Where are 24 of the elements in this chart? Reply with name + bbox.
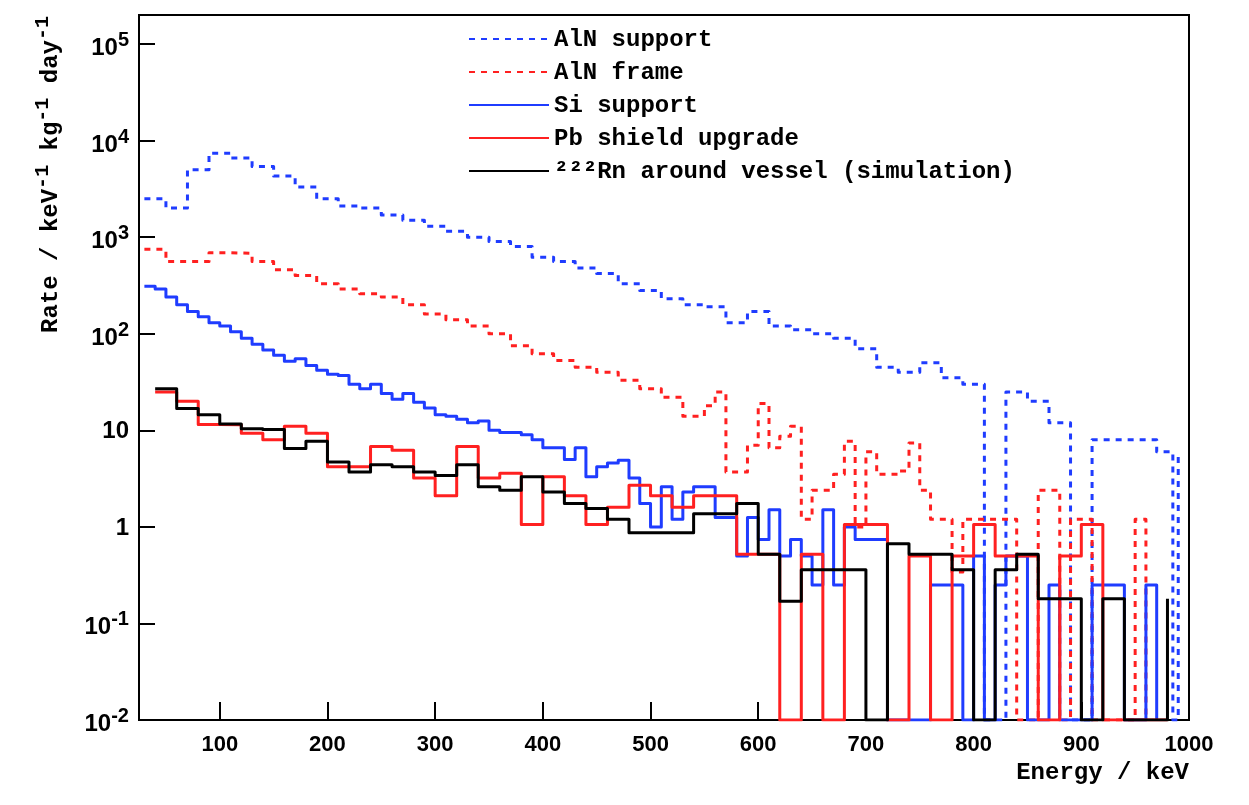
legend-label: Pb shield upgrade bbox=[554, 124, 799, 152]
y-tick-label: 10$^{3}$ bbox=[91, 221, 129, 254]
legend-label: ²²²Rn around vessel (simulation) bbox=[554, 157, 1015, 185]
y-tick-label: 10$^{-1}$ bbox=[84, 607, 129, 640]
x-tick-label: 400 bbox=[524, 730, 562, 756]
y-tick-label: 10$^{5}$ bbox=[91, 28, 129, 61]
x-tick-label: 700 bbox=[847, 730, 885, 756]
legend-label: AlN support bbox=[554, 25, 713, 53]
x-axis-title: Energy / keV bbox=[1016, 758, 1190, 786]
x-tick-label: 1000 bbox=[1164, 730, 1214, 756]
y-tick-label: 10$^{2}$ bbox=[91, 317, 129, 350]
x-tick-label: 500 bbox=[632, 730, 669, 756]
legend-label: Si support bbox=[554, 91, 699, 119]
x-tick-label: 300 bbox=[416, 730, 454, 756]
y-tick-label: 10$^{-2}$ bbox=[84, 704, 129, 736]
x-tick-label: 600 bbox=[739, 730, 777, 756]
y-tick-label: 10$^{4}$ bbox=[91, 124, 129, 157]
x-tick-label: 900 bbox=[1062, 730, 1100, 756]
y-tick-label: 10 bbox=[102, 416, 129, 444]
legend-label: AlN frame bbox=[554, 58, 684, 86]
x-tick-label: 800 bbox=[955, 730, 992, 756]
y-tick-label: 1 bbox=[115, 512, 129, 540]
x-tick-label: 100 bbox=[201, 730, 239, 756]
x-tick-label: 200 bbox=[309, 730, 346, 756]
